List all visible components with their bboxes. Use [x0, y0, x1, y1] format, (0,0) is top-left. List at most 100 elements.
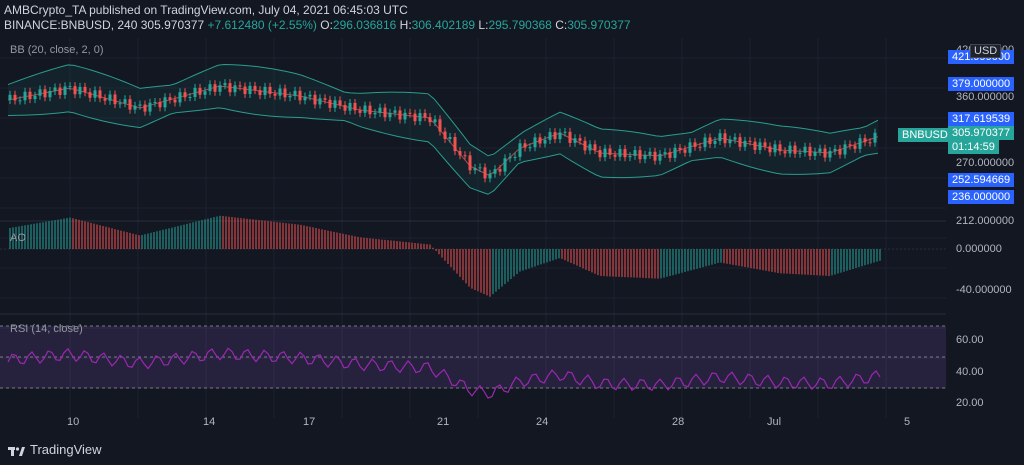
time-axis-label: 14	[203, 416, 216, 428]
candle-body	[118, 103, 122, 105]
candle-body	[818, 148, 822, 152]
candle-body	[623, 149, 627, 158]
high-value: 306.402189	[411, 18, 476, 32]
bb-basis-line	[7, 85, 879, 176]
candle-body	[518, 143, 522, 157]
candle-body	[788, 145, 792, 154]
candle-body	[483, 167, 487, 179]
price-tag: 236.000000	[948, 190, 1015, 204]
ao-indicator-label[interactable]: AO	[10, 232, 26, 244]
price-axis-label: 212.000000	[956, 215, 1015, 227]
tradingview-logo[interactable]: TradingView	[8, 442, 102, 457]
candle-body	[128, 99, 132, 110]
candle-body	[18, 100, 22, 102]
candle-body	[668, 152, 672, 158]
candle-body	[178, 92, 182, 103]
candle-body	[523, 143, 527, 148]
bb-lower-tag: 252.594669	[948, 173, 1015, 187]
candle-body	[328, 99, 332, 108]
candle-body	[338, 100, 342, 106]
candle-body	[628, 155, 632, 158]
candle-body	[658, 153, 662, 161]
candle-body	[678, 147, 682, 150]
candle-body	[288, 95, 292, 98]
rsi-axis-label: 20.00	[956, 397, 984, 409]
candle-body	[93, 90, 97, 98]
time-axis-label: 17	[303, 416, 316, 428]
last-price-tag: 305.970377	[948, 126, 1015, 140]
symbol-label: BINANCE:BNBUSD, 240	[4, 18, 138, 32]
candle-body	[263, 86, 267, 96]
candle-body	[503, 158, 507, 172]
rsi-axis-label: 40.00	[956, 366, 984, 378]
candle-body	[568, 131, 572, 143]
candle-body	[598, 150, 602, 158]
candle-body	[378, 107, 382, 113]
candle-body	[608, 148, 612, 155]
candle-body	[203, 91, 207, 95]
ao-axis-label: 0.000000	[956, 243, 1002, 255]
bb-indicator-label[interactable]: BB (20, close, 2, 0)	[10, 44, 104, 56]
candle-body	[173, 99, 177, 103]
candle-body	[813, 151, 817, 156]
time-axis-label: Jul	[767, 416, 782, 428]
candle-body	[438, 119, 442, 132]
time-axis-label: 24	[536, 416, 549, 428]
candle-body	[188, 97, 192, 99]
symbol-ohlc-line: BINANCE:BNBUSD, 240 305.970377 +7.612480…	[4, 18, 631, 32]
open-value: 296.036816	[332, 18, 397, 32]
last-price: 305.970377	[140, 18, 205, 32]
candle-body	[868, 142, 872, 144]
candle-body	[458, 151, 462, 156]
candle-body	[588, 144, 592, 151]
candle-body	[183, 92, 187, 98]
candle-body	[593, 144, 597, 151]
candle-body	[78, 86, 82, 95]
candle-body	[873, 132, 877, 143]
candle-body	[108, 94, 112, 101]
candle-body	[103, 98, 107, 101]
candle-body	[533, 137, 537, 148]
symbol-tag: BNBUSD	[898, 128, 952, 142]
candle-body	[38, 89, 42, 96]
ao-axis-label: -40.000000	[956, 284, 1012, 296]
candle-body	[333, 100, 337, 108]
candle-body	[718, 133, 722, 141]
candle-body	[778, 144, 782, 152]
price-axis[interactable]	[946, 38, 1024, 410]
candle-body	[673, 147, 677, 158]
candle-body	[708, 137, 712, 144]
candle-body	[843, 144, 847, 155]
candle-body	[218, 85, 222, 92]
candle-body	[233, 85, 237, 93]
candle-body	[348, 102, 352, 111]
candle-body	[33, 95, 37, 100]
candle-body	[723, 133, 727, 144]
candle-body	[583, 140, 587, 151]
candle-body	[618, 149, 622, 157]
candle-body	[8, 94, 12, 100]
candle-body	[473, 167, 477, 171]
candle-body	[563, 131, 567, 133]
price-axis-label: 360.000000	[956, 91, 1015, 103]
candle-body	[343, 105, 347, 111]
candle-body	[353, 102, 357, 111]
chart-canvas[interactable]	[0, 38, 946, 418]
candle-body	[253, 85, 257, 91]
rsi-indicator-label[interactable]: RSI (14, close)	[10, 323, 83, 335]
candle-body	[488, 173, 492, 179]
time-axis-label: 5	[904, 416, 911, 428]
bb-lower-line	[7, 107, 879, 195]
candle-body	[133, 105, 137, 110]
candle-body	[88, 92, 92, 98]
candle-body	[423, 113, 427, 118]
currency-badge[interactable]: USD	[970, 44, 1002, 58]
candle-body	[248, 85, 252, 94]
candle-body	[758, 142, 762, 150]
tradingview-icon	[8, 446, 25, 456]
rsi-axis-label: 60.00	[956, 334, 984, 346]
candle-body	[528, 147, 532, 149]
time-axis-label: 21	[437, 416, 450, 428]
candle-body	[823, 148, 827, 158]
candle-body	[508, 156, 512, 159]
